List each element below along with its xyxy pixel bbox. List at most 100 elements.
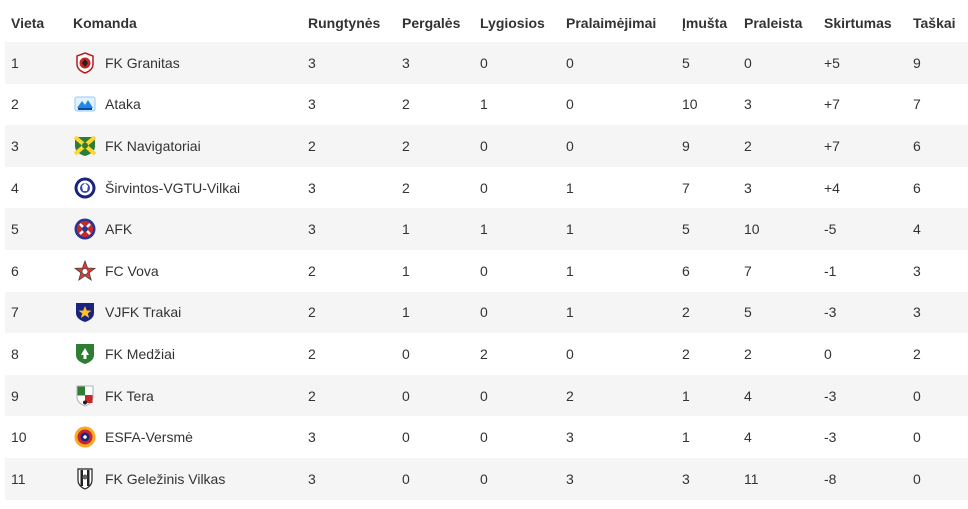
team-cell: VJFK Trakai bbox=[73, 300, 302, 324]
team-name[interactable]: Širvintos-VGTU-Vilkai bbox=[105, 179, 241, 196]
team-cell: FK Navigatoriai bbox=[73, 134, 302, 158]
afk-crest-icon bbox=[73, 217, 97, 241]
cell-scored: 2 bbox=[676, 291, 738, 334]
team-name[interactable]: VJFK Trakai bbox=[105, 304, 182, 321]
cell-points: 3 bbox=[907, 249, 968, 292]
header-played: Rungtynės bbox=[308, 15, 381, 31]
cell-diff: -5 bbox=[818, 208, 907, 250]
standings-table: Vieta Komanda Rungtynės Pergalės Lygiosi… bbox=[5, 4, 968, 500]
cell-won: 1 bbox=[396, 208, 474, 250]
cell-drawn: 0 bbox=[474, 374, 560, 417]
cell-played: 3 bbox=[302, 416, 396, 458]
table-row: 8 FK Medžiai 2 0 2 0 2 2 0 2 bbox=[5, 333, 968, 375]
team-name[interactable]: FK Navigatoriai bbox=[105, 137, 201, 154]
cell-conceded: 5 bbox=[738, 291, 818, 334]
cell-drawn: 0 bbox=[474, 249, 560, 292]
header-lost: Pralaimėjimai bbox=[566, 15, 657, 31]
cell-place: 10 bbox=[5, 416, 67, 458]
cell-diff: -3 bbox=[818, 291, 907, 334]
cell-drawn: 0 bbox=[474, 416, 560, 458]
table-row: 6 FC Vova 2 1 0 1 6 7 -1 3 bbox=[5, 249, 968, 292]
cell-played: 3 bbox=[302, 83, 396, 126]
team-name[interactable]: FK Tera bbox=[105, 387, 154, 404]
cell-points: 0 bbox=[907, 374, 968, 417]
header-points: Taškai bbox=[913, 15, 956, 31]
cell-lost: 0 bbox=[560, 83, 676, 126]
cell-played: 2 bbox=[302, 374, 396, 417]
cell-won: 0 bbox=[396, 374, 474, 417]
cell-diff: 0 bbox=[818, 333, 907, 375]
header-drawn: Lygiosios bbox=[480, 15, 545, 31]
cell-conceded: 7 bbox=[738, 249, 818, 292]
cell-points: 4 bbox=[907, 208, 968, 250]
cell-drawn: 0 bbox=[474, 291, 560, 334]
cell-place: 8 bbox=[5, 333, 67, 375]
medziai-crest-icon bbox=[73, 342, 97, 366]
cell-played: 2 bbox=[302, 291, 396, 334]
cell-won: 0 bbox=[396, 333, 474, 375]
cell-lost: 1 bbox=[560, 166, 676, 209]
cell-lost: 2 bbox=[560, 374, 676, 417]
team-name[interactable]: ESFA-Versmė bbox=[105, 429, 193, 446]
table-row: 5 AFK 3 1 1 1 5 10 -5 4 bbox=[5, 208, 968, 250]
header-place: Vieta bbox=[11, 15, 45, 31]
cell-played: 3 bbox=[302, 42, 396, 84]
cell-drawn: 0 bbox=[474, 457, 560, 500]
cell-place: 9 bbox=[5, 374, 67, 417]
cell-diff: -3 bbox=[818, 416, 907, 458]
team-name[interactable]: FK Granitas bbox=[105, 54, 180, 71]
team-name[interactable]: FK Geležinis Vilkas bbox=[105, 470, 226, 487]
cell-won: 1 bbox=[396, 291, 474, 334]
team-name[interactable]: Ataka bbox=[105, 96, 141, 113]
cell-scored: 5 bbox=[676, 42, 738, 84]
cell-played: 2 bbox=[302, 249, 396, 292]
cell-won: 0 bbox=[396, 416, 474, 458]
gelezinis-vilkas-crest-icon bbox=[73, 467, 97, 491]
cell-drawn: 0 bbox=[474, 125, 560, 167]
team-name[interactable]: AFK bbox=[105, 221, 133, 238]
cell-place: 5 bbox=[5, 208, 67, 250]
cell-lost: 0 bbox=[560, 42, 676, 84]
cell-played: 3 bbox=[302, 457, 396, 500]
team-name[interactable]: FK Medžiai bbox=[105, 345, 176, 362]
cell-place: 3 bbox=[5, 125, 67, 167]
tera-crest-icon bbox=[73, 384, 97, 408]
cell-drawn: 0 bbox=[474, 166, 560, 209]
cell-lost: 3 bbox=[560, 457, 676, 500]
table-row: 1 FK Granitas 3 3 0 0 5 0 +5 9 bbox=[5, 42, 968, 84]
cell-place: 7 bbox=[5, 291, 67, 334]
cell-points: 3 bbox=[907, 291, 968, 334]
cell-conceded: 4 bbox=[738, 416, 818, 458]
cell-diff: +7 bbox=[818, 83, 907, 126]
team-cell: ESFA-Versmė bbox=[73, 425, 302, 449]
cell-played: 2 bbox=[302, 125, 396, 167]
cell-played: 3 bbox=[302, 166, 396, 209]
cell-lost: 1 bbox=[560, 249, 676, 292]
cell-lost: 0 bbox=[560, 333, 676, 375]
cell-lost: 1 bbox=[560, 208, 676, 250]
cell-conceded: 0 bbox=[738, 42, 818, 84]
team-cell: AFK bbox=[73, 217, 302, 241]
trakai-crest-icon bbox=[73, 300, 97, 324]
team-cell: FK Medžiai bbox=[73, 342, 302, 366]
cell-scored: 1 bbox=[676, 374, 738, 417]
cell-place: 6 bbox=[5, 249, 67, 292]
cell-place: 11 bbox=[5, 457, 67, 500]
cell-diff: +4 bbox=[818, 166, 907, 209]
cell-place: 4 bbox=[5, 166, 67, 209]
header-scored: Įmušta bbox=[682, 15, 728, 31]
team-cell: FC Vova bbox=[73, 259, 302, 283]
cell-diff: -1 bbox=[818, 249, 907, 292]
cell-conceded: 2 bbox=[738, 125, 818, 167]
cell-lost: 0 bbox=[560, 125, 676, 167]
cell-drawn: 1 bbox=[474, 83, 560, 126]
cell-scored: 2 bbox=[676, 333, 738, 375]
cell-points: 7 bbox=[907, 83, 968, 126]
team-name[interactable]: FC Vova bbox=[105, 262, 159, 279]
cell-scored: 5 bbox=[676, 208, 738, 250]
team-cell: FK Geležinis Vilkas bbox=[73, 467, 302, 491]
table-row: 2 Ataka 3 2 1 0 10 3 +7 7 bbox=[5, 83, 968, 126]
cell-drawn: 1 bbox=[474, 208, 560, 250]
cell-place: 1 bbox=[5, 42, 67, 84]
cell-points: 0 bbox=[907, 416, 968, 458]
